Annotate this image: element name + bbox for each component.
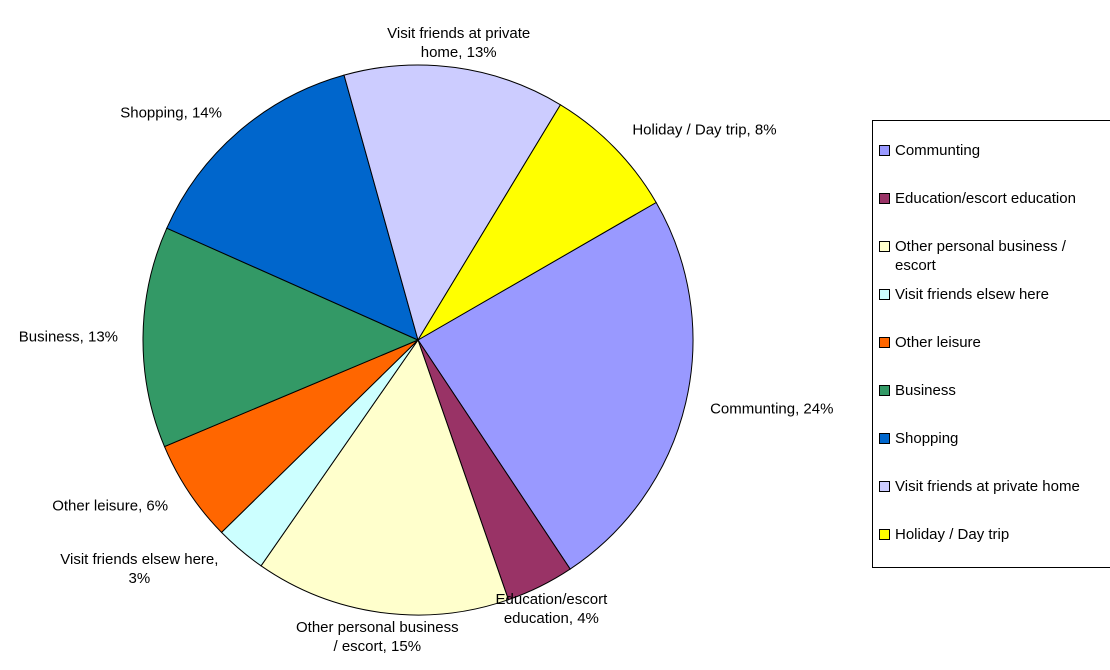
legend-label: Communting	[895, 142, 981, 159]
data-label: Communting, 24%	[710, 400, 834, 417]
legend-swatch	[879, 145, 890, 156]
legend-label: Business	[895, 382, 956, 399]
legend-swatch	[879, 481, 890, 492]
pie-slice	[166, 74, 419, 341]
legend-label: Visit friends at private home	[895, 478, 1080, 495]
legend-item: Other personal business / escort	[873, 237, 1110, 285]
legend-swatch	[879, 433, 890, 444]
legend-label: Other personal business / escort	[895, 238, 1066, 274]
legend-swatch	[879, 337, 890, 348]
legend-item: Other leisure	[873, 333, 1110, 381]
legend-label: Visit friends elsew here	[895, 286, 1049, 303]
data-label: Holiday / Day trip, 8%	[632, 121, 777, 139]
legend-swatch	[879, 289, 890, 300]
legend-item: Holiday / Day trip	[873, 525, 1110, 567]
data-label: Other leisure, 6%	[52, 497, 169, 515]
legend-item: Education/escort education	[873, 189, 1110, 237]
legend-label: Holiday / Day trip	[895, 526, 1010, 543]
pie-slice	[417, 104, 657, 341]
legend: Communting Education/escort education Othe…	[872, 120, 1110, 568]
legend-item: Shopping	[873, 429, 1110, 477]
chart	[142, 64, 694, 616]
legend-item: Business	[873, 381, 1110, 429]
pie-slice	[343, 64, 562, 342]
data-label: Visit friends elsew here, 3%	[60, 551, 219, 588]
data-label: Business, 13%	[18, 328, 119, 346]
legend-item: Visit friends elsew here	[873, 285, 1110, 333]
legend-swatch	[879, 529, 890, 540]
data-label: Shopping, 14%	[120, 104, 222, 122]
data-label: Education/escort education, 4%	[495, 590, 608, 627]
legend-label: Other leisure	[895, 334, 981, 351]
legend-label: Education/escort education	[895, 190, 1076, 207]
pie-slice	[417, 201, 694, 570]
data-label: Visit friends at private home, 13%	[387, 24, 531, 61]
pie-slice	[260, 338, 510, 616]
pie-slice	[142, 227, 420, 448]
legend-label: Shopping	[895, 430, 959, 447]
legend-swatch	[879, 385, 890, 396]
legend-item: Communting	[873, 141, 1110, 189]
legend-item: Visit friends at private home	[873, 477, 1110, 525]
legend-swatch	[879, 193, 890, 204]
data-label: Other personal business / escort, 15%	[295, 619, 459, 656]
legend-swatch	[879, 241, 890, 252]
